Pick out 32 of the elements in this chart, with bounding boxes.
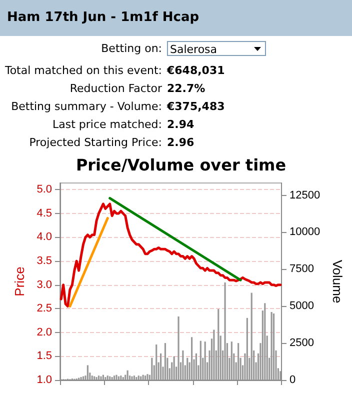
y-tick-label: 4.5 [36,207,52,220]
y-tick-label: 3.5 [36,255,52,268]
y-tick-label: 2.0 [36,326,52,338]
text: Last price matched: [52,117,162,133]
y2-tick-label: 10000 [290,226,320,238]
y-tick-label: 4.0 [36,231,52,244]
y-tick-label: 3.0 [36,278,52,291]
y2-tick-label: 0 [290,374,296,386]
text: 22.7% [167,81,206,97]
y2-tick-label: 7500 [290,263,314,276]
text: Total matched on this event: [4,63,162,79]
y-tick-label: 1.0 [36,374,52,386]
chart-title: Price/Volume over time [76,156,286,174]
y-tick-label: 5.0 [36,184,52,196]
y-tick-label: 2.5 [36,302,52,315]
text: Ham 17th Jun - 1m1f Hcap [0,0,352,36]
text: Betting summary - Volume: [11,99,162,115]
y-axis-title: Price [12,266,27,296]
line-series [60,202,282,308]
y-tick-label: 1.5 [36,350,52,362]
text: €375,483 [167,99,225,115]
y2-tick-label: 2500 [290,337,314,350]
text: Betting on: [101,41,162,57]
text: Reduction Factor [70,81,162,97]
y2-axis-title: Volume [330,260,345,304]
y2-tick-label: 5000 [290,300,314,312]
text: 2.96 [167,135,194,151]
text: €648,031 [167,63,225,79]
dropdown-field: Salerosa [167,41,266,56]
text: 2.94 [167,117,194,133]
text: Projected Starting Price: [29,135,162,151]
y2-tick-label: 12500 [290,189,320,202]
